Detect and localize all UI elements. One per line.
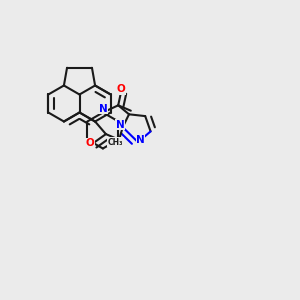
Text: N: N (98, 104, 107, 114)
Text: N: N (136, 135, 145, 145)
Text: N: N (116, 120, 125, 130)
Text: CH₃: CH₃ (108, 138, 123, 147)
Text: O: O (116, 84, 125, 94)
Text: O: O (85, 138, 94, 148)
